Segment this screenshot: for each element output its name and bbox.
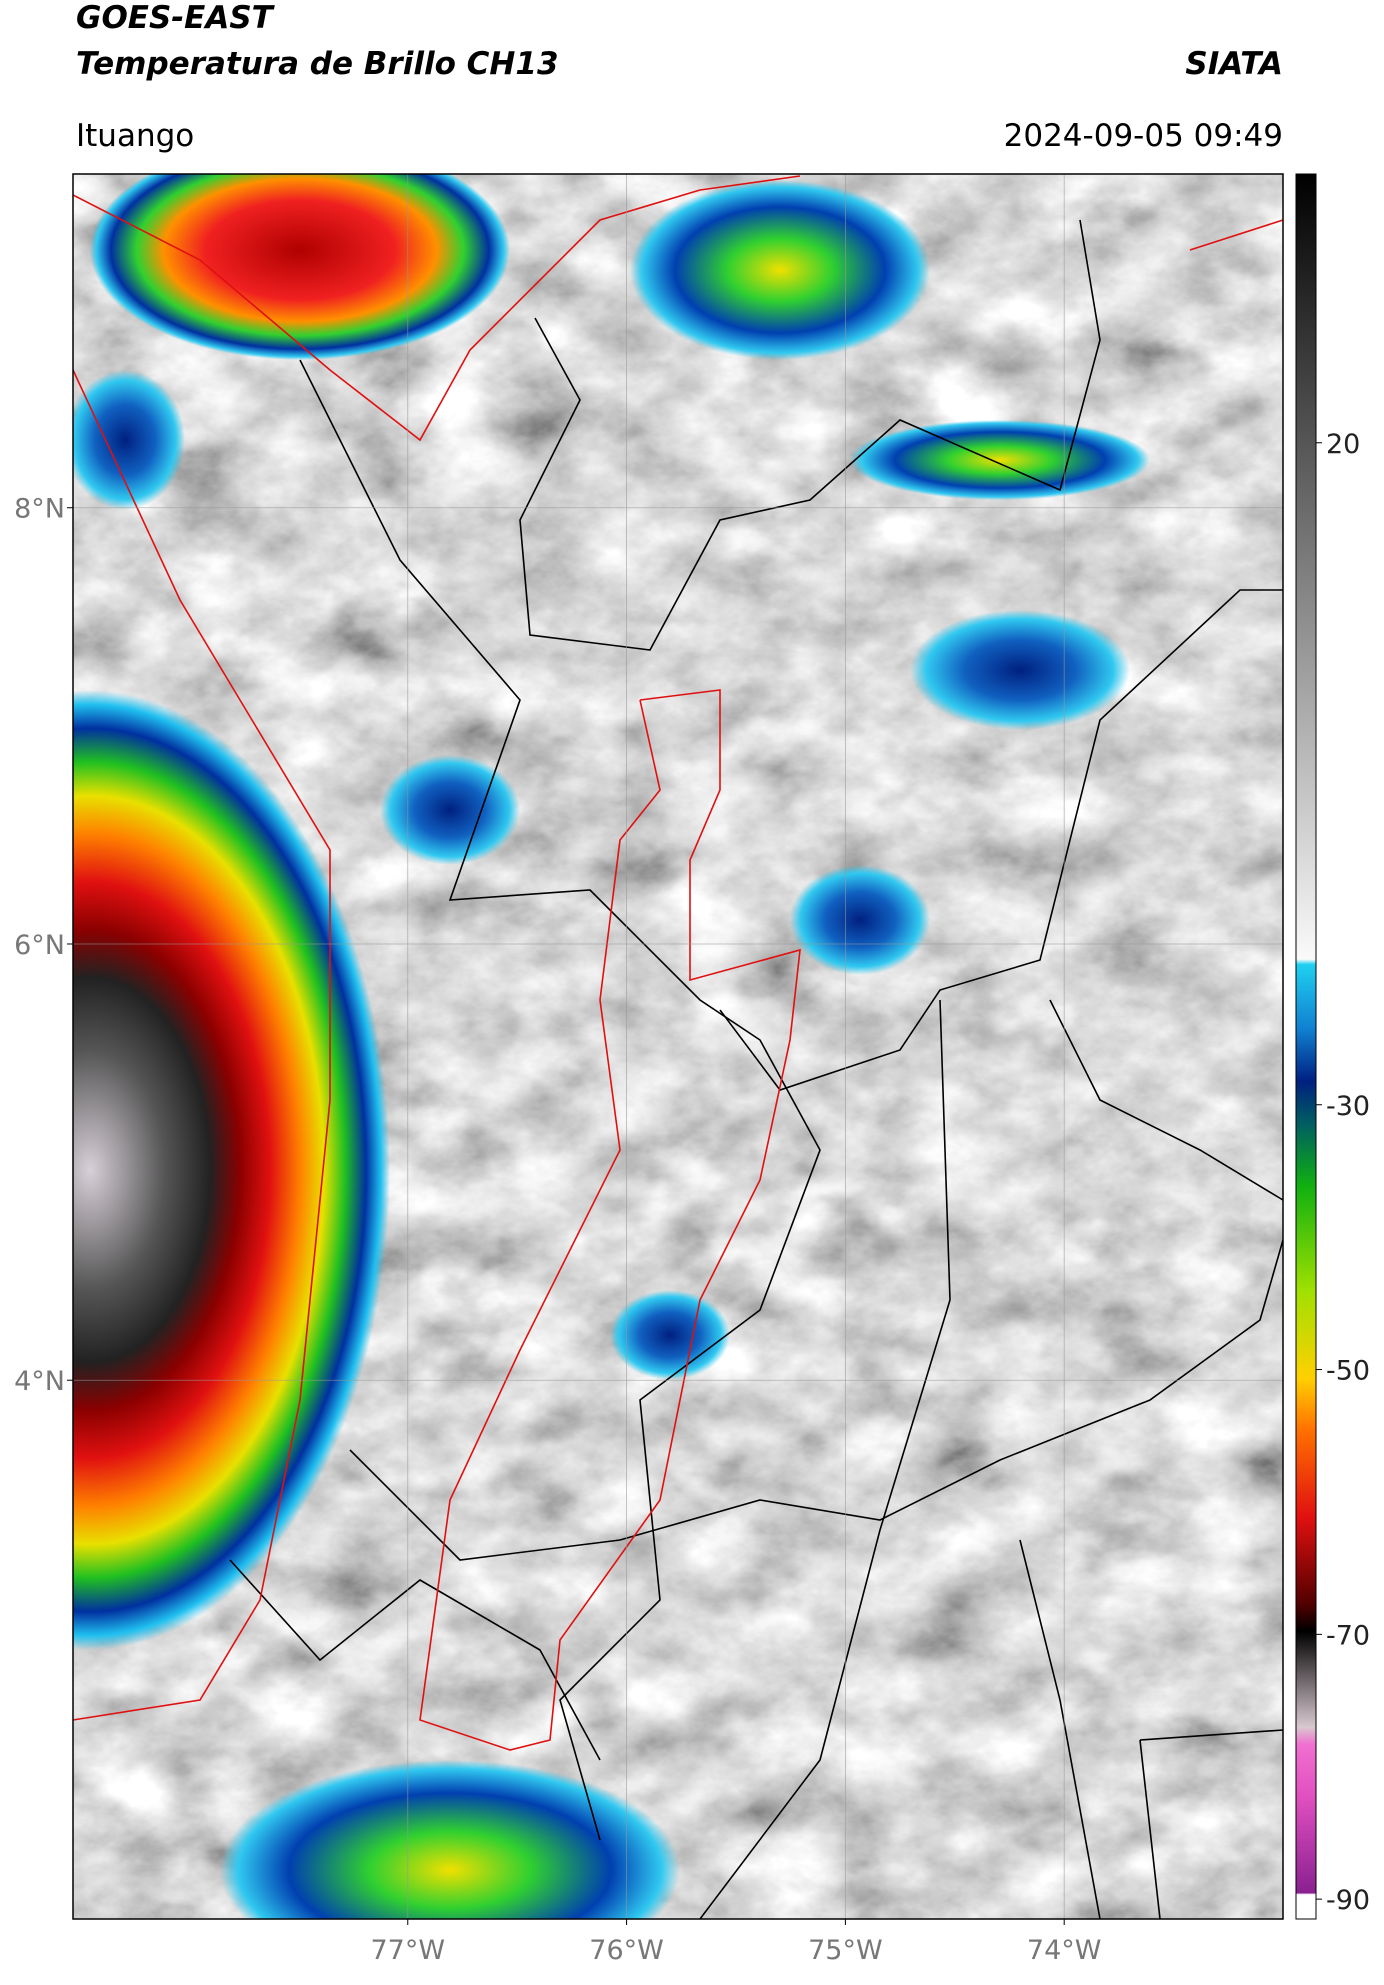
colorbar-tick-label: -50 xyxy=(1326,1356,1370,1387)
storm-cell xyxy=(380,755,520,865)
storm-cell xyxy=(610,1290,730,1380)
storm-cell xyxy=(850,420,1150,500)
storm-cell xyxy=(220,1760,680,1919)
map-frame xyxy=(72,173,1284,1920)
colorbar-tick-label: -30 xyxy=(1326,1091,1370,1122)
storm-cell xyxy=(73,690,390,1650)
boundary-lines xyxy=(73,175,1283,1751)
admin-borders xyxy=(229,219,1283,1919)
title: GOES-EAST xyxy=(76,0,276,36)
datetime: 2024-09-05 09:49 xyxy=(1004,118,1283,154)
storm-cell xyxy=(90,174,510,360)
y-tick-label: 8°N xyxy=(14,494,65,525)
colorbar-tick-label: -70 xyxy=(1326,1620,1370,1651)
storm-cell xyxy=(630,180,930,360)
colorbar-tick-label: -90 xyxy=(1326,1885,1370,1916)
storm-cell xyxy=(73,370,185,510)
source: SIATA xyxy=(1185,46,1283,82)
y-tick-label: 4°N xyxy=(14,1366,65,1397)
location: Ituango xyxy=(76,118,194,154)
storm-cell xyxy=(790,865,930,975)
colorbar-tick-label: 20 xyxy=(1326,429,1360,460)
graticule xyxy=(73,174,1283,1919)
x-tick-label: 77°W xyxy=(370,1935,445,1966)
satellite-image xyxy=(73,174,1283,1919)
colorbar xyxy=(1295,173,1317,1920)
y-tick-label: 6°N xyxy=(14,930,65,961)
x-tick-label: 74°W xyxy=(1027,1935,1102,1966)
subtitle: Temperatura de Brillo CH13 xyxy=(76,46,559,82)
storm-cell xyxy=(910,610,1130,730)
x-tick-label: 75°W xyxy=(808,1935,883,1966)
x-tick-label: 76°W xyxy=(589,1935,664,1966)
